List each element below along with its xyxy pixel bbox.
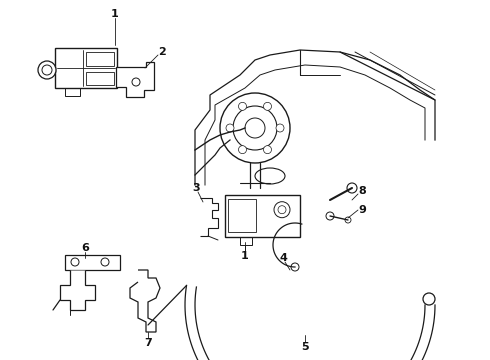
Circle shape: [101, 258, 109, 266]
Text: 1: 1: [111, 9, 119, 19]
Bar: [55, 48, 117, 88]
Circle shape: [264, 146, 271, 154]
Circle shape: [291, 263, 299, 271]
Bar: [65, 88, 80, 96]
Circle shape: [423, 293, 435, 305]
Circle shape: [42, 65, 52, 75]
Text: 8: 8: [358, 186, 366, 196]
Circle shape: [276, 124, 284, 132]
Text: 4: 4: [279, 253, 287, 263]
Text: 3: 3: [192, 183, 200, 193]
Circle shape: [245, 118, 265, 138]
Polygon shape: [200, 198, 218, 236]
Circle shape: [264, 102, 271, 111]
Bar: [65, 255, 120, 270]
Bar: [86, 52, 114, 66]
Text: 6: 6: [81, 243, 89, 253]
Text: 5: 5: [301, 342, 309, 352]
Bar: [240, 237, 252, 245]
Circle shape: [226, 124, 234, 132]
Text: 2: 2: [158, 47, 166, 57]
Circle shape: [239, 102, 246, 111]
Circle shape: [347, 183, 357, 193]
Ellipse shape: [255, 168, 285, 184]
Bar: [225, 195, 300, 237]
Circle shape: [233, 106, 277, 150]
Circle shape: [326, 212, 334, 220]
Bar: [228, 199, 256, 232]
Polygon shape: [116, 62, 154, 97]
Circle shape: [71, 258, 79, 266]
Polygon shape: [130, 270, 160, 332]
Circle shape: [278, 206, 286, 214]
Circle shape: [239, 146, 246, 154]
Circle shape: [274, 202, 290, 218]
Bar: [86, 72, 114, 85]
Text: 9: 9: [358, 205, 366, 215]
Circle shape: [132, 78, 140, 86]
Circle shape: [345, 217, 351, 223]
Polygon shape: [60, 270, 95, 310]
Circle shape: [220, 93, 290, 163]
Text: 1: 1: [241, 251, 249, 261]
Circle shape: [38, 61, 56, 79]
Text: 7: 7: [144, 338, 152, 348]
